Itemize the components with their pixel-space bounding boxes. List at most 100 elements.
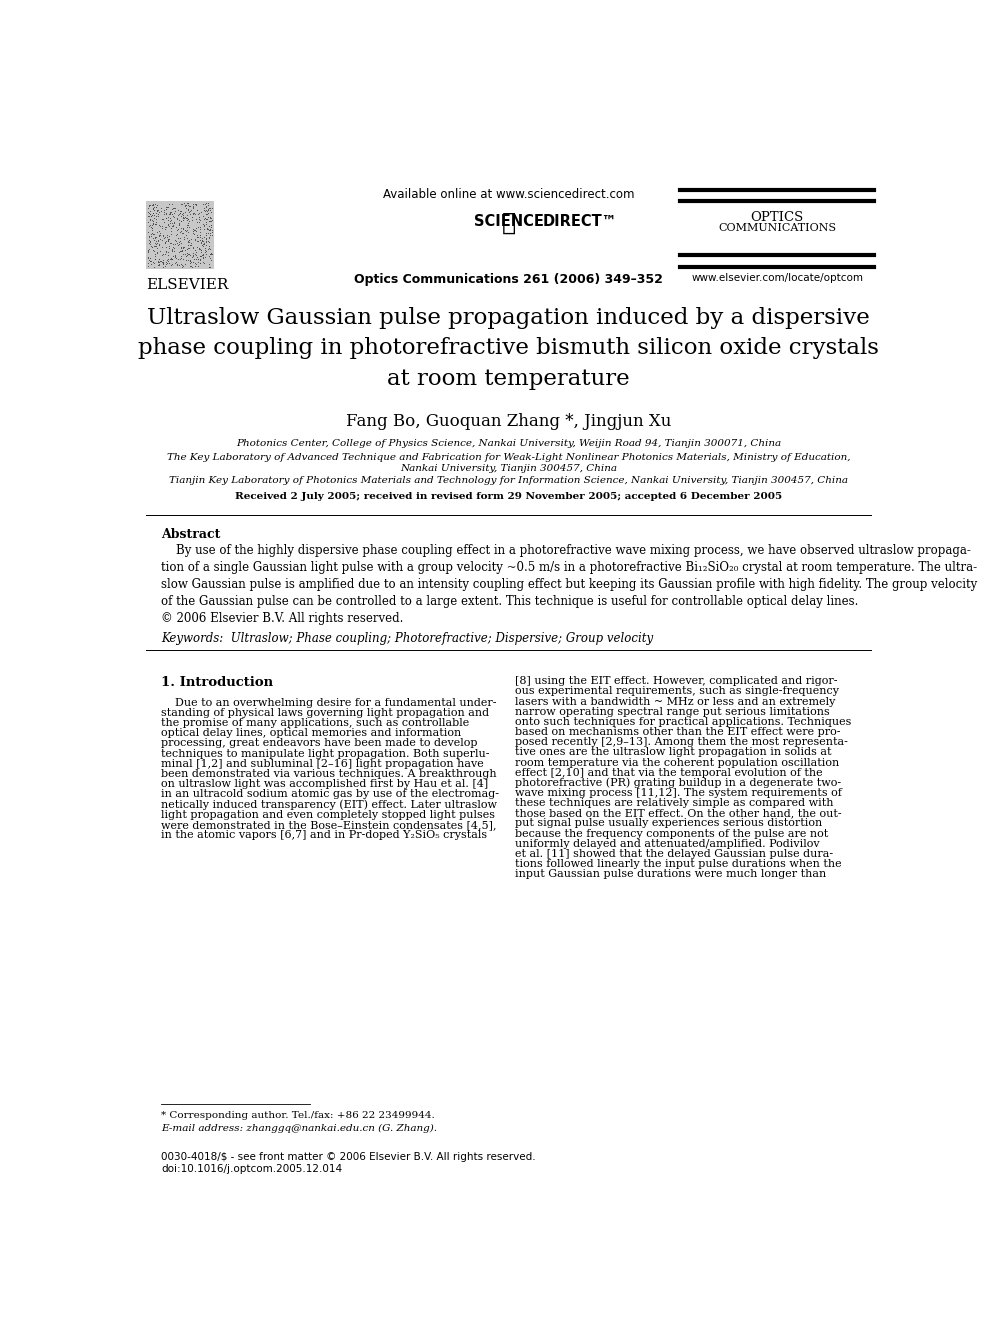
Point bbox=[116, 1166, 132, 1187]
Point bbox=[116, 1166, 132, 1187]
Point bbox=[116, 1166, 132, 1187]
Point bbox=[116, 1166, 132, 1187]
Point bbox=[116, 1166, 132, 1187]
Point bbox=[116, 1166, 132, 1187]
Point bbox=[116, 1166, 132, 1187]
Point bbox=[116, 1166, 132, 1187]
Point bbox=[116, 1166, 132, 1187]
Point bbox=[116, 1166, 132, 1187]
Point bbox=[116, 1166, 132, 1187]
Point bbox=[116, 1166, 132, 1187]
Point bbox=[116, 1166, 132, 1187]
Point bbox=[116, 1166, 132, 1187]
Point bbox=[116, 1166, 132, 1187]
Point bbox=[116, 1166, 132, 1187]
Point bbox=[116, 1166, 132, 1187]
Point bbox=[116, 1166, 132, 1187]
Point bbox=[116, 1166, 132, 1187]
Point bbox=[116, 1166, 132, 1187]
Point bbox=[116, 1166, 132, 1187]
Point bbox=[116, 1166, 132, 1187]
Point bbox=[116, 1166, 132, 1187]
Point bbox=[116, 1166, 132, 1187]
Point bbox=[116, 1166, 132, 1187]
Text: Received 2 July 2005; received in revised form 29 November 2005; accepted 6 Dece: Received 2 July 2005; received in revise… bbox=[235, 492, 782, 501]
Point bbox=[116, 1166, 132, 1187]
Text: in an ultracold sodium atomic gas by use of the electromag-: in an ultracold sodium atomic gas by use… bbox=[161, 790, 499, 799]
Point bbox=[116, 1166, 132, 1187]
Point bbox=[116, 1166, 132, 1187]
Point bbox=[116, 1166, 132, 1187]
Point bbox=[116, 1166, 132, 1187]
Point bbox=[116, 1166, 132, 1187]
Point bbox=[116, 1166, 132, 1187]
Point bbox=[116, 1166, 132, 1187]
Point bbox=[116, 1166, 132, 1187]
Point bbox=[116, 1166, 132, 1187]
Point bbox=[116, 1166, 132, 1187]
Point bbox=[116, 1166, 132, 1187]
Point bbox=[116, 1166, 132, 1187]
Point bbox=[116, 1166, 132, 1187]
Point bbox=[116, 1166, 132, 1187]
Point bbox=[116, 1166, 132, 1187]
Point bbox=[116, 1166, 132, 1187]
Point bbox=[116, 1166, 132, 1187]
Point bbox=[116, 1166, 132, 1187]
Point bbox=[116, 1166, 132, 1187]
Point bbox=[116, 1166, 132, 1187]
Point bbox=[116, 1166, 132, 1187]
Point bbox=[116, 1166, 132, 1187]
Point bbox=[116, 1166, 132, 1187]
Point bbox=[116, 1166, 132, 1187]
Point bbox=[116, 1166, 132, 1187]
Point bbox=[116, 1166, 132, 1187]
Point bbox=[116, 1166, 132, 1187]
Point bbox=[116, 1166, 132, 1187]
Point bbox=[116, 1166, 132, 1187]
Point bbox=[116, 1166, 132, 1187]
Point bbox=[116, 1166, 132, 1187]
Point bbox=[116, 1166, 132, 1187]
Point bbox=[116, 1166, 132, 1187]
Point bbox=[116, 1166, 132, 1187]
Point bbox=[116, 1166, 132, 1187]
Point bbox=[116, 1166, 132, 1187]
Point bbox=[116, 1166, 132, 1187]
Point bbox=[116, 1166, 132, 1187]
Point bbox=[116, 1166, 132, 1187]
Point bbox=[116, 1166, 132, 1187]
Point bbox=[116, 1166, 132, 1187]
Point bbox=[116, 1166, 132, 1187]
Point bbox=[116, 1166, 132, 1187]
Text: Tianjin Key Laboratory of Photonics Materials and Technology for Information Sci: Tianjin Key Laboratory of Photonics Mate… bbox=[169, 476, 848, 486]
Point bbox=[116, 1166, 132, 1187]
Point bbox=[116, 1166, 132, 1187]
Point bbox=[116, 1166, 132, 1187]
Text: uniformly delayed and attenuated/amplified. Podivilov: uniformly delayed and attenuated/amplifi… bbox=[515, 839, 819, 849]
Point bbox=[116, 1166, 132, 1187]
Point bbox=[116, 1166, 132, 1187]
Point bbox=[116, 1166, 132, 1187]
Point bbox=[116, 1166, 132, 1187]
Point bbox=[116, 1166, 132, 1187]
Point bbox=[116, 1166, 132, 1187]
Point bbox=[116, 1166, 132, 1187]
Point bbox=[116, 1166, 132, 1187]
Point bbox=[116, 1166, 132, 1187]
Text: wave mixing process [11,12]. The system requirements of: wave mixing process [11,12]. The system … bbox=[515, 789, 841, 798]
Point bbox=[116, 1166, 132, 1187]
Point bbox=[116, 1166, 132, 1187]
Point bbox=[116, 1166, 132, 1187]
Point bbox=[116, 1166, 132, 1187]
Point bbox=[116, 1166, 132, 1187]
Point bbox=[116, 1166, 132, 1187]
Point bbox=[116, 1166, 132, 1187]
Point bbox=[116, 1166, 132, 1187]
Point bbox=[116, 1166, 132, 1187]
Text: been demonstrated via various techniques. A breakthrough: been demonstrated via various techniques… bbox=[161, 769, 497, 779]
Point bbox=[116, 1166, 132, 1187]
Point bbox=[116, 1166, 132, 1187]
Point bbox=[116, 1166, 132, 1187]
Point bbox=[116, 1166, 132, 1187]
